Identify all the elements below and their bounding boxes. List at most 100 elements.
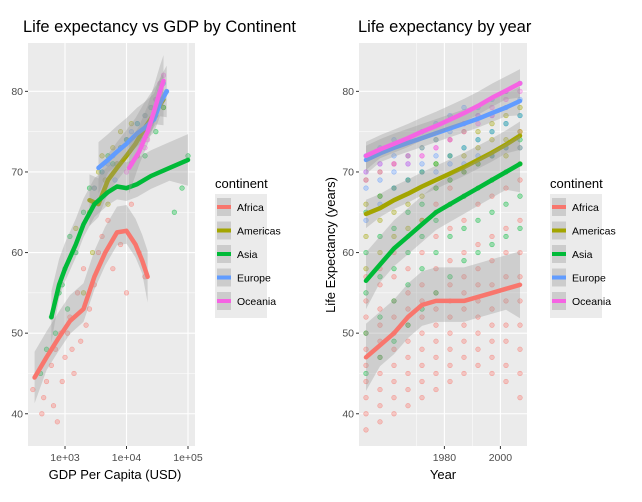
data-point-europe	[489, 129, 495, 135]
data-point-africa	[54, 419, 60, 425]
right-x-axis-title: Year	[430, 467, 457, 482]
data-point-asia	[475, 217, 481, 223]
data-point-americas	[89, 249, 96, 256]
data-point-americas	[391, 233, 397, 240]
data-point-oceania	[377, 161, 383, 167]
trend-line-europe	[96, 89, 169, 171]
data-point-oceania	[461, 129, 467, 135]
data-point-asia	[447, 274, 453, 280]
data-point-europe	[419, 161, 425, 167]
legend-label-europe: Europe	[572, 273, 606, 285]
data-point-africa	[503, 185, 509, 191]
data-point-europe	[517, 145, 523, 151]
data-point-asia	[171, 209, 177, 215]
data-point-africa	[405, 354, 411, 360]
data-point-africa	[489, 322, 495, 328]
confidence-band-americas	[89, 73, 164, 226]
data-point-africa	[461, 338, 467, 344]
data-point-africa	[517, 217, 523, 223]
data-point-americas	[405, 225, 411, 231]
data-point-africa	[503, 274, 509, 280]
data-point-asia	[377, 193, 383, 199]
data-point-africa	[80, 266, 87, 272]
data-point-asia	[153, 129, 159, 135]
data-point-europe	[433, 137, 439, 143]
trend-line-asia	[49, 157, 191, 320]
data-point-asia	[363, 249, 369, 256]
data-point-americas	[80, 290, 87, 296]
data-point-americas	[419, 193, 425, 199]
data-point-africa	[391, 274, 397, 280]
data-point-africa	[363, 298, 369, 304]
data-point-americas	[503, 112, 509, 119]
data-point-africa	[503, 362, 509, 369]
legend-label-europe: Europe	[237, 273, 271, 285]
data-point-africa	[517, 298, 523, 304]
x-tick-label: 2000	[489, 452, 513, 464]
legend-label-asia: Asia	[237, 249, 258, 261]
data-point-africa	[475, 282, 481, 288]
data-point-africa	[503, 338, 509, 344]
data-point-africa	[489, 193, 495, 199]
data-point-africa	[433, 266, 439, 272]
data-point-africa	[363, 378, 369, 385]
data-point-africa	[517, 395, 523, 401]
data-point-asia	[461, 258, 467, 264]
data-point-asia	[447, 177, 453, 183]
data-point-africa	[41, 395, 47, 401]
data-point-africa	[517, 177, 523, 183]
data-point-africa	[363, 427, 369, 433]
data-point-americas	[489, 137, 495, 143]
trend-line-americas	[363, 133, 523, 217]
data-point-americas	[461, 153, 467, 159]
data-point-oceania	[160, 72, 167, 78]
left-x-axis-title: GDP Per Capita (USD)	[49, 467, 182, 482]
data-point-europe	[112, 177, 118, 183]
data-point-asia	[433, 161, 439, 167]
data-point-oceania	[475, 120, 481, 127]
data-point-asia	[461, 225, 467, 231]
data-point-africa	[447, 314, 453, 320]
y-tick-label: 80	[342, 86, 354, 98]
data-point-europe	[391, 169, 397, 175]
data-point-asia	[363, 370, 369, 377]
data-point-africa	[489, 233, 495, 240]
trend-line-africa	[32, 228, 150, 380]
data-point-africa	[461, 306, 467, 312]
data-point-asia	[433, 217, 439, 223]
data-point-europe	[134, 120, 140, 127]
confidence-band-oceania	[129, 55, 164, 194]
data-point-africa	[433, 322, 439, 328]
data-point-asia	[475, 249, 481, 256]
data-point-asia	[391, 338, 397, 344]
y-tick-label: 50	[11, 328, 23, 340]
data-point-africa	[363, 395, 369, 401]
data-point-asia	[377, 354, 383, 360]
data-point-africa	[433, 201, 439, 207]
data-point-africa	[86, 306, 93, 312]
data-point-asia	[489, 241, 495, 248]
data-point-africa	[447, 378, 453, 385]
data-point-oceania	[405, 153, 411, 159]
data-point-africa	[62, 354, 68, 360]
data-point-africa	[489, 258, 495, 264]
data-point-americas	[363, 201, 369, 207]
data-point-africa	[95, 249, 102, 256]
x-tick-label: 1e+03	[50, 452, 80, 464]
y-tick-label: 60	[11, 247, 23, 259]
legend-title: continent	[215, 176, 268, 191]
data-point-africa	[83, 322, 89, 328]
confidence-band-europe	[98, 65, 167, 194]
data-point-oceania	[363, 169, 369, 175]
data-point-asia	[43, 346, 50, 352]
data-point-asia	[363, 330, 369, 336]
data-point-africa	[503, 249, 509, 256]
data-point-asia	[433, 185, 439, 191]
data-point-africa	[461, 274, 467, 280]
data-point-africa	[405, 370, 411, 377]
data-point-africa	[447, 282, 453, 288]
data-point-africa	[391, 362, 397, 369]
data-point-africa	[405, 306, 411, 312]
data-point-asia	[419, 201, 425, 207]
